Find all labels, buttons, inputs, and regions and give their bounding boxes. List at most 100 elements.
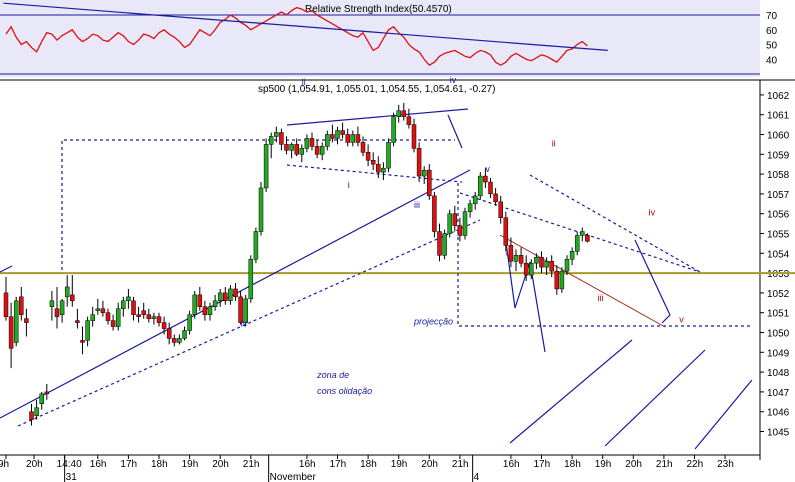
price-y-axis: 1045 1046 1047 1048 1049 1050 1051 1052 1053 1054… (760, 91, 790, 439)
candle-body (151, 316, 157, 319)
candle-body (564, 258, 570, 272)
candle-body (442, 233, 447, 256)
wave-label: ii (302, 77, 306, 87)
left-stub-line (0, 265, 13, 273)
candle-body (299, 148, 305, 155)
candle-body (202, 306, 208, 315)
candle-body (365, 152, 371, 161)
price-y-tick-label: 1055 (767, 230, 790, 241)
wedge-apex-line (447, 114, 463, 149)
candle-body (580, 231, 585, 236)
candle-body (268, 136, 274, 145)
candle-body (131, 300, 136, 315)
time-tick-label: 18h (564, 459, 581, 470)
candle-body (105, 312, 111, 321)
time-tick-label: 18h (360, 459, 377, 470)
price-y-tick-label: 1046 (767, 408, 790, 419)
wave-label: iii (414, 200, 420, 210)
rsi-y-tick-label: 60 (766, 26, 778, 37)
time-tick-label: 19h (182, 459, 199, 470)
candle-body (452, 213, 458, 226)
date-label: 31 (66, 472, 78, 482)
candle-body (427, 169, 432, 197)
candle-body (228, 288, 233, 302)
price-y-tick-label: 1056 (767, 210, 790, 221)
candle-body (396, 110, 401, 117)
candle-body (192, 294, 197, 315)
candle-body (54, 308, 60, 317)
candle-body (8, 316, 14, 349)
candle-body (544, 260, 549, 268)
candle-body (110, 320, 116, 327)
candle-body (274, 132, 279, 137)
price-y-tick-label: 1053 (767, 269, 790, 280)
candle-body (549, 260, 554, 272)
candle-body (90, 314, 95, 321)
wave-label: ii (552, 138, 556, 148)
candle-body (325, 134, 330, 147)
candle-body (513, 255, 519, 262)
candlesticks (3, 102, 590, 426)
candle-body (437, 231, 442, 256)
candle-body (166, 328, 172, 339)
candle-body (314, 146, 320, 155)
candle-body (80, 340, 85, 343)
candle-body (172, 338, 177, 343)
candle-body (411, 124, 417, 149)
candle-body (70, 294, 75, 302)
candle-body (381, 167, 386, 173)
time-tick-label: 20h (625, 459, 642, 470)
candle-body (574, 235, 580, 252)
fan-line-1 (509, 339, 633, 444)
date-label: 4 (474, 472, 480, 482)
time-tick-label: 21h (656, 459, 673, 470)
candle-body (253, 231, 259, 260)
wave-label: cons olidação (317, 386, 372, 396)
candle-body (279, 132, 284, 145)
candle-body (421, 169, 427, 177)
candle-body (187, 314, 192, 331)
time-tick-label: 20h (26, 459, 43, 470)
wave-label: v (679, 315, 684, 325)
wave-projection-line (499, 234, 666, 328)
candle-body (508, 245, 514, 262)
candle-body (391, 116, 396, 143)
candle-body (518, 255, 524, 264)
time-tick-label: 21h (452, 459, 469, 470)
candle-body (569, 251, 575, 260)
price-title: sp500 (1,054.91, 1,055.01, 1,054.55, 1,0… (258, 84, 495, 95)
wave-label: i (506, 247, 508, 257)
candle-body (212, 300, 218, 308)
candle-body (64, 286, 70, 298)
time-tick-label: 23h (717, 459, 734, 470)
candle-body (554, 270, 560, 290)
candle-body (146, 314, 152, 319)
candle-body (248, 258, 254, 300)
candle-body (488, 181, 493, 195)
candle-body (217, 292, 223, 302)
time-tick-label: 17h (330, 459, 347, 470)
candle-body (416, 148, 422, 177)
upper-downtrend-line (529, 174, 701, 273)
candle-body (483, 175, 488, 183)
candle-body (289, 144, 294, 151)
lower-wedge-line (286, 164, 463, 183)
price-y-tick-label: 1059 (767, 150, 790, 161)
candle-body (319, 146, 325, 155)
fan-line-2 (604, 349, 706, 447)
parallel-channel-line (17, 219, 481, 427)
price-y-tick-label: 1045 (767, 428, 790, 439)
time-tick-label: 9h (0, 459, 9, 470)
candle-body (223, 292, 228, 302)
price-y-tick-label: 1047 (767, 388, 790, 399)
candle-body (39, 393, 44, 405)
candle-body (493, 193, 498, 203)
time-tick-label: 19h (391, 459, 408, 470)
candle-body (503, 217, 509, 246)
time-tick-label: 20h (421, 459, 438, 470)
candle-body (294, 144, 299, 155)
time-tick-label: 22h (687, 459, 704, 470)
candle-body (467, 203, 473, 212)
candle-body (161, 322, 167, 329)
candle-body (345, 134, 350, 143)
